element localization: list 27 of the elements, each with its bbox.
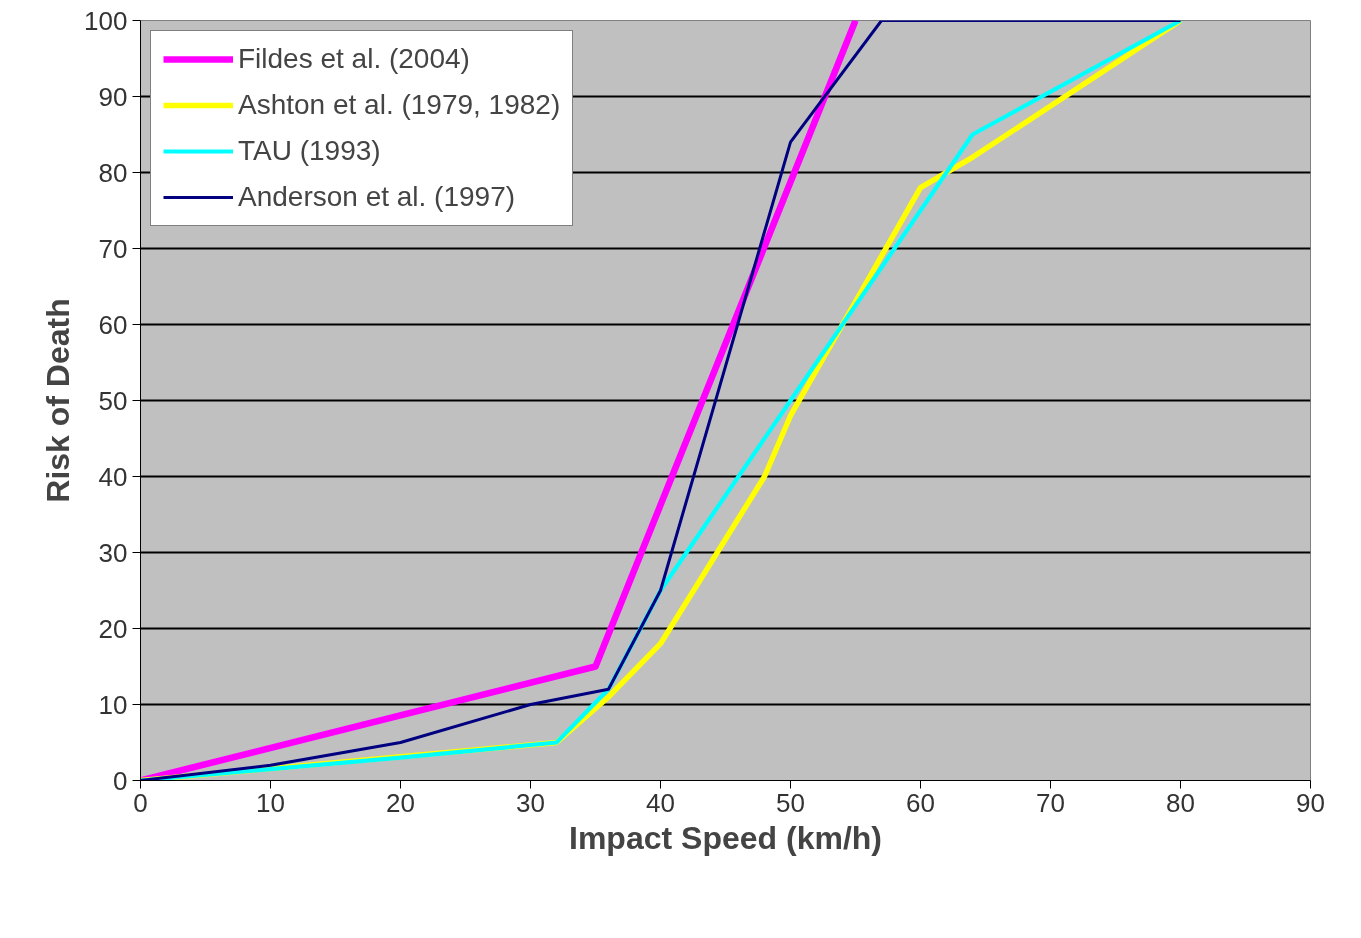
x-tick-label: 30: [516, 787, 545, 818]
y-tick-label: 100: [84, 5, 128, 36]
y-tick-label: 30: [98, 537, 128, 568]
x-tick-label: 70: [1036, 787, 1065, 818]
y-tick-label: 40: [98, 461, 128, 492]
x-tick-label: 10: [256, 787, 285, 818]
legend-label: Anderson et al. (1997): [238, 181, 516, 213]
y-tick-label: 10: [98, 689, 128, 720]
x-tick-label: 60: [906, 787, 935, 818]
legend-label: TAU (1993): [238, 135, 381, 167]
y-tick-label: 0: [113, 765, 128, 796]
x-tick-label: 20: [386, 787, 415, 818]
y-tick-label: 70: [98, 233, 128, 264]
y-axis-title: Risk of Death: [40, 298, 77, 503]
x-tick-label: 90: [1296, 787, 1325, 818]
legend-label: Ashton et al. (1979, 1982): [238, 89, 561, 121]
x-tick-label: 50: [776, 787, 805, 818]
x-tick-label: 80: [1166, 787, 1195, 818]
y-tick-label: 20: [98, 613, 128, 644]
y-tick-label: 80: [98, 157, 128, 188]
y-tick-label: 50: [98, 385, 128, 416]
legend-label: Fildes et al. (2004): [238, 43, 470, 75]
y-tick-label: 60: [98, 309, 128, 340]
x-axis-title: Impact Speed (km/h): [569, 819, 882, 856]
y-tick-label: 90: [98, 81, 128, 112]
x-tick-label: 0: [133, 787, 148, 818]
x-tick-label: 40: [646, 787, 675, 818]
